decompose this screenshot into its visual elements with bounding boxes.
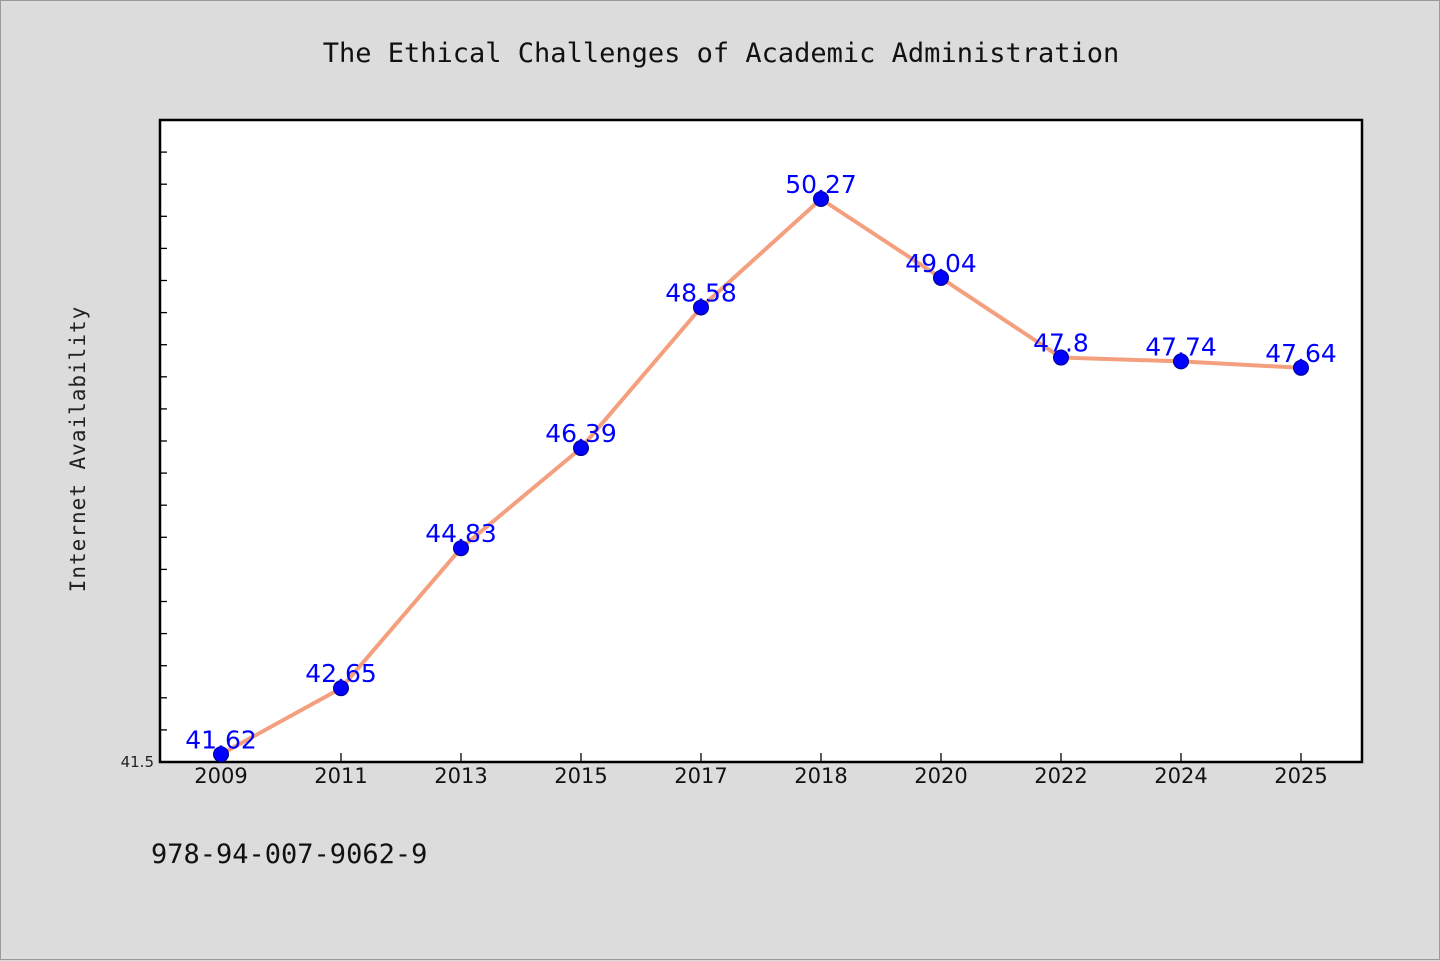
x-tick-label: 2009 bbox=[194, 764, 247, 788]
data-label: 44.83 bbox=[425, 519, 497, 548]
data-point bbox=[1053, 349, 1069, 366]
data-point bbox=[933, 269, 949, 286]
x-tick-label: 2022 bbox=[1034, 764, 1087, 788]
data-point bbox=[333, 680, 349, 697]
plot-area bbox=[158, 118, 1364, 764]
x-tick-label: 2017 bbox=[674, 764, 727, 788]
data-labels: 41.62 42.65 44.83 46.39 48.58 50.27 49.04 47.8 4… bbox=[185, 170, 1337, 754]
x-tick-label: 2024 bbox=[1154, 764, 1207, 788]
isbn-footer: 978-94-007-9062-9 bbox=[151, 839, 427, 870]
series-line bbox=[219, 197, 1303, 757]
data-point bbox=[693, 299, 709, 316]
data-label: 41.62 bbox=[185, 725, 257, 754]
data-point bbox=[453, 540, 469, 557]
x-tick-label: 2011 bbox=[314, 764, 367, 788]
x-tick-label: 2018 bbox=[794, 764, 847, 788]
y-axis-ticks bbox=[160, 119, 167, 763]
y-tick-label: 41.5 bbox=[121, 753, 154, 771]
y-axis-label: Internet Availability bbox=[66, 306, 90, 593]
x-axis-tick-labels: 2009 2011 2013 2015 2017 2018 2020 2022 2024 2025 bbox=[194, 764, 1327, 788]
x-tick-label: 2013 bbox=[434, 764, 487, 788]
data-point bbox=[813, 190, 829, 207]
x-tick-label: 2015 bbox=[554, 764, 607, 788]
x-tick-label: 2020 bbox=[914, 764, 967, 788]
data-point bbox=[1293, 359, 1309, 376]
x-tick-label: 2025 bbox=[1274, 764, 1327, 788]
data-label: 46.39 bbox=[545, 419, 617, 448]
data-label: 48.58 bbox=[665, 278, 737, 307]
chart-title: The Ethical Challenges of Academic Admin… bbox=[323, 38, 1120, 69]
data-point bbox=[573, 440, 589, 457]
data-label: 49.04 bbox=[905, 249, 977, 278]
series-markers bbox=[213, 190, 1309, 763]
data-label: 47.64 bbox=[1265, 339, 1337, 368]
data-label: 50.27 bbox=[785, 170, 857, 199]
data-label: 47.8 bbox=[1033, 329, 1089, 358]
data-point bbox=[1173, 353, 1189, 370]
data-label: 47.74 bbox=[1145, 332, 1217, 361]
data-point bbox=[213, 746, 229, 763]
data-label: 42.65 bbox=[305, 659, 377, 688]
